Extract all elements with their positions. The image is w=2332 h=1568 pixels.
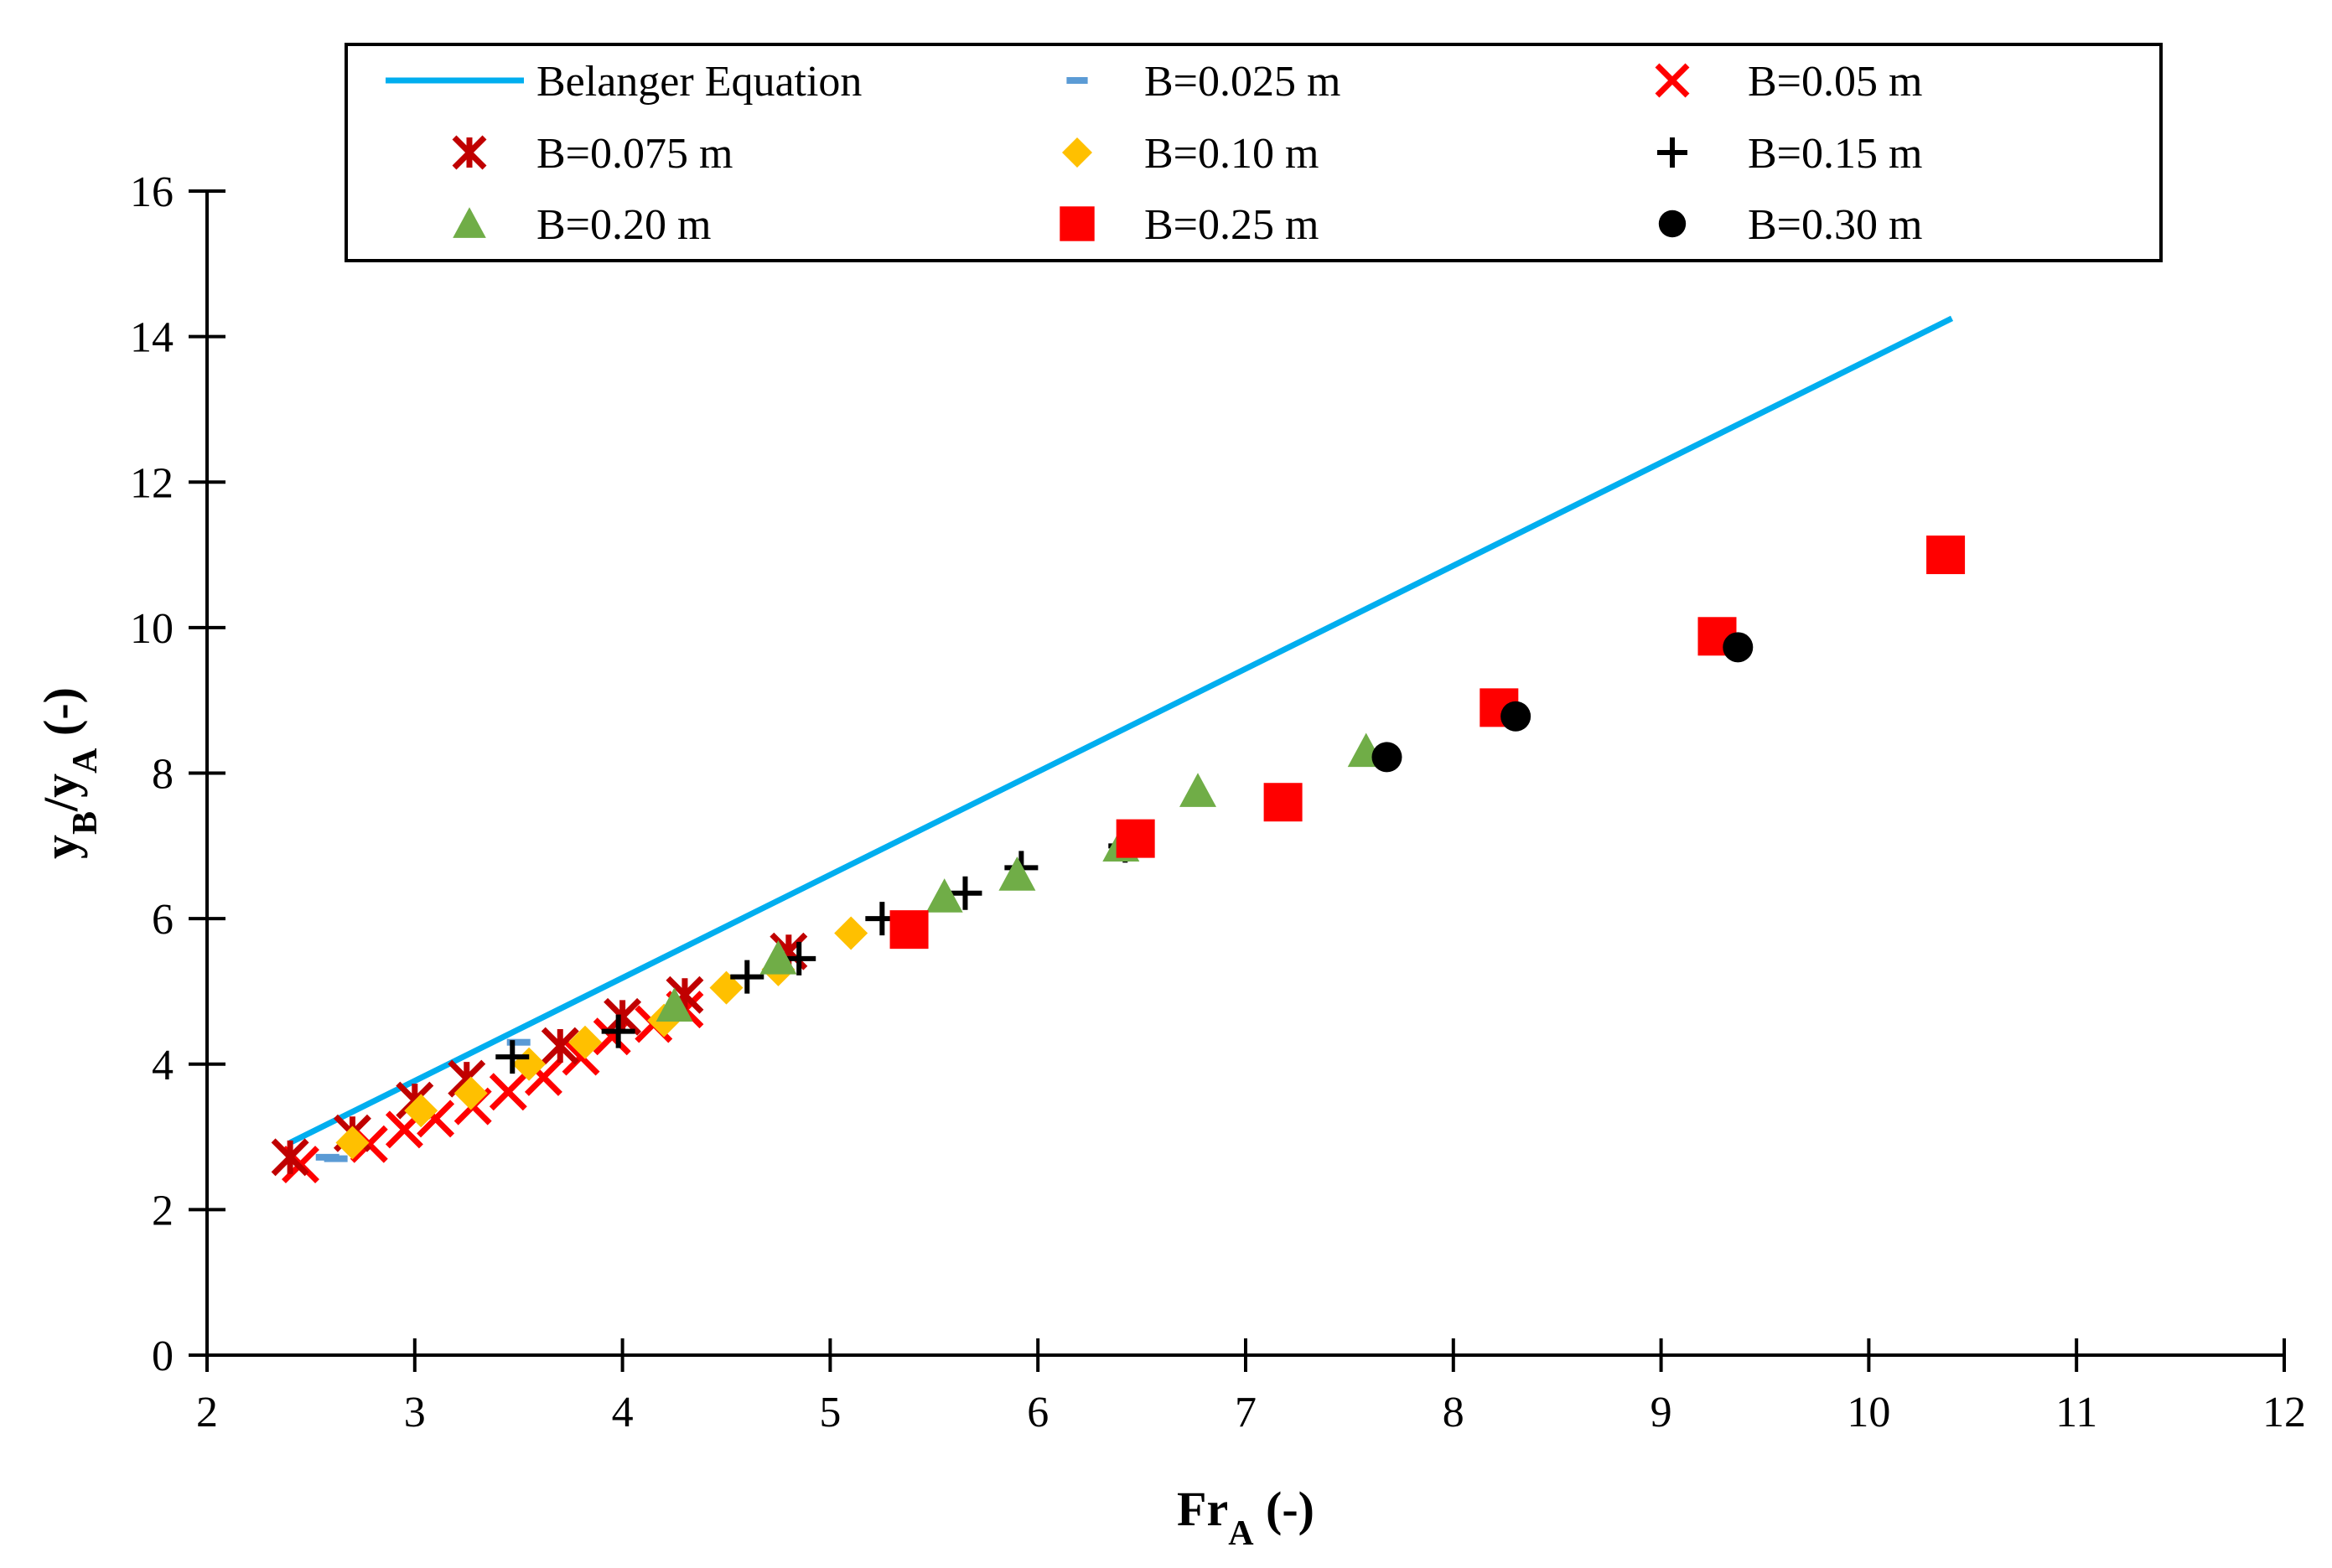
x-title-subscript: A [1228, 1514, 1254, 1553]
legend-label: Belanger Equation [536, 58, 862, 106]
data-point [730, 960, 764, 994]
data-point [506, 1038, 531, 1046]
y-tick-label: 6 [152, 896, 174, 944]
y-axis-title: yB/yA (-) [34, 687, 105, 859]
data-point [495, 1040, 530, 1074]
x-title-main: Fr [1177, 1482, 1228, 1536]
legend: Belanger Equation B=0.025 m B=0.05 m B=0.07… [345, 43, 2163, 262]
legend-marker [1066, 77, 1088, 84]
data-point [834, 916, 868, 950]
data-point [709, 970, 744, 1005]
data-point [604, 997, 642, 1036]
legend-label: B=0.20 m [536, 201, 711, 249]
y-tick-label: 8 [152, 751, 174, 799]
data-point [1926, 536, 1966, 575]
legend-entry: B=0.075 m [452, 130, 733, 178]
data-point [541, 1027, 579, 1065]
x-title-suffix: (-) [1254, 1482, 1314, 1536]
data-point [404, 1094, 438, 1128]
x-tick-label: 5 [819, 1389, 841, 1436]
y-title-part: /y [34, 774, 88, 812]
legend-box [345, 43, 2163, 262]
x-tick-label: 4 [612, 1389, 634, 1436]
legend-label: B=0.025 m [1144, 58, 1340, 106]
series-b-0-25-m [889, 536, 1966, 950]
x-axis-title: FrA (-) [1177, 1482, 1314, 1553]
data-point [948, 876, 982, 910]
x-tick-label: 6 [1027, 1389, 1049, 1436]
x-tick-label: 2 [196, 1389, 218, 1436]
data-point [335, 1126, 370, 1160]
y-tick-label: 16 [130, 168, 174, 216]
legend-marker [1657, 137, 1687, 168]
y-tick-label: 0 [152, 1333, 174, 1380]
y-tick-label: 10 [130, 605, 174, 653]
data-point [656, 987, 693, 1022]
data-point [1723, 632, 1754, 663]
legend-label: B=0.05 m [1748, 58, 1922, 106]
legend-label: B=0.30 m [1748, 201, 1922, 249]
x-tick-label: 3 [404, 1389, 426, 1436]
data-point [1179, 773, 1217, 807]
data-point [324, 1155, 348, 1162]
legend-entry: B=0.025 m [1066, 58, 1340, 106]
x-tick-label: 11 [2055, 1389, 2097, 1436]
x-tick-label: 9 [1651, 1389, 1672, 1436]
y-title-part: (-) [34, 687, 88, 748]
series-b-0-20-m [656, 732, 1385, 1022]
legend-label: B=0.15 m [1748, 130, 1922, 178]
legend-entry: B=0.05 m [1655, 58, 1922, 106]
legend-label: B=0.10 m [1144, 130, 1319, 178]
data-point [567, 1025, 602, 1059]
legend-marker [452, 135, 487, 170]
data-point [1500, 701, 1531, 732]
y-tick-label: 14 [130, 314, 174, 362]
y-title-part: y [34, 835, 88, 859]
series-b-0-025-m [315, 1038, 531, 1162]
data-point [1116, 819, 1155, 858]
data-point [1371, 742, 1402, 773]
legend-entry: B=0.30 m [1658, 201, 1922, 249]
data-point [889, 910, 929, 950]
data-point [601, 1014, 635, 1048]
x-tick-label: 12 [2262, 1389, 2306, 1436]
data-point [998, 856, 1036, 891]
data-point [759, 939, 797, 975]
data-point [453, 1076, 488, 1110]
data-point [489, 1073, 527, 1111]
legend-marker [453, 207, 486, 238]
x-tick-label: 7 [1235, 1389, 1257, 1436]
data-point [925, 878, 963, 913]
y-title-subscript: B [66, 811, 105, 835]
y-tick-label: 12 [130, 459, 174, 507]
y-title-subscript: A [66, 748, 105, 774]
legend-label: B=0.25 m [1144, 201, 1319, 249]
belanger-equation-line [288, 315, 1954, 1146]
legend-marker [1060, 206, 1095, 241]
legend-entry: B=0.25 m [1060, 201, 1319, 249]
legend-marker [1655, 63, 1690, 98]
series-b-0-30-m [1371, 632, 1754, 773]
legend-marker [1658, 210, 1687, 238]
belanger-line-layer [288, 315, 1954, 1146]
legend-marker [1062, 137, 1092, 168]
legend-entry: Belanger Equation [386, 58, 862, 106]
y-tick-label: 2 [152, 1187, 174, 1234]
y-tick-label: 4 [152, 1042, 174, 1089]
data-points-layer [271, 536, 1966, 1184]
legend-entry: B=0.10 m [1062, 130, 1319, 178]
legend-entry: B=0.15 m [1657, 130, 1922, 178]
data-point [271, 1138, 309, 1177]
x-tick-label: 8 [1443, 1389, 1464, 1436]
data-point [1263, 783, 1303, 822]
x-tick-label: 10 [1847, 1389, 1890, 1436]
legend-entry: B=0.20 m [453, 201, 711, 249]
legend-label: B=0.075 m [536, 130, 733, 178]
